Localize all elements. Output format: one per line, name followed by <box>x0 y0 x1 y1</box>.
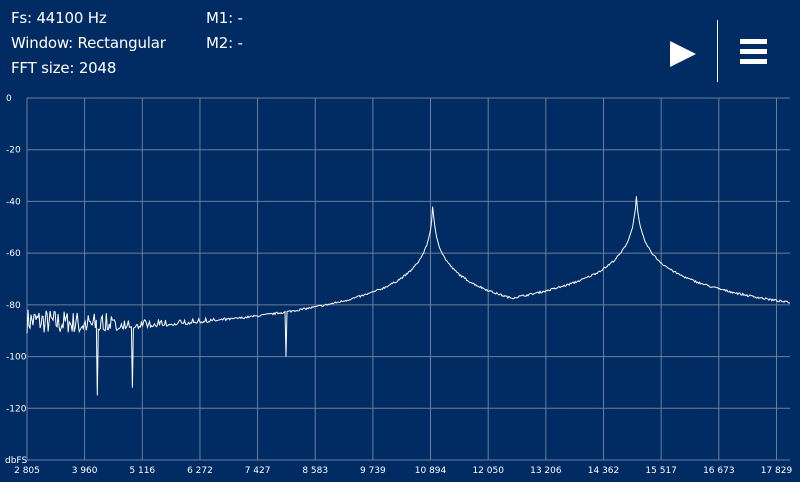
x-tick-label: 14 362 <box>588 466 620 476</box>
marker-info: M1: - M2: - <box>206 6 243 56</box>
marker-1-label: M1: - <box>206 9 243 27</box>
toolbar-divider <box>717 20 718 82</box>
x-tick-label: 8 583 <box>302 466 328 476</box>
spectrum-trace <box>26 196 791 396</box>
y-tick-label: -40 <box>6 197 21 207</box>
x-tick-label: 13 206 <box>530 466 562 476</box>
window-type-label: Window: Rectangular <box>11 34 166 52</box>
x-tick-label: 6 272 <box>187 466 213 476</box>
x-tick-label: 17 829 <box>761 466 793 476</box>
sample-rate-label: Fs: 44100 Hz <box>11 9 107 27</box>
marker-2-label: M2: - <box>206 34 243 52</box>
x-tick-label: 15 517 <box>645 466 677 476</box>
play-button[interactable] <box>662 36 702 72</box>
y-tick-label: -120 <box>6 404 27 414</box>
y-axis-unit-label: dbFS <box>5 456 27 466</box>
signal-info: Fs: 44100 Hz Window: Rectangular FFT siz… <box>11 6 166 81</box>
y-tick-label: -80 <box>6 301 21 311</box>
x-tick-label: 12 050 <box>472 466 504 476</box>
y-tick-label: -60 <box>6 249 21 259</box>
x-tick-label: 3 960 <box>72 466 98 476</box>
y-tick-label: -100 <box>6 353 27 363</box>
x-tick-label: 16 673 <box>703 466 735 476</box>
y-tick-label: 0 <box>6 94 12 104</box>
x-tick-label: 2 805 <box>14 466 40 476</box>
x-tick-label: 9 739 <box>360 466 386 476</box>
y-tick-label: -20 <box>6 146 21 156</box>
hamburger-menu-icon <box>740 39 767 64</box>
menu-button[interactable] <box>732 34 774 74</box>
x-tick-label: 5 116 <box>129 466 155 476</box>
x-tick-label: 10 894 <box>415 466 447 476</box>
fft-size-label: FFT size: 2048 <box>11 59 117 77</box>
x-tick-label: 7 427 <box>245 466 271 476</box>
play-icon <box>670 41 696 67</box>
